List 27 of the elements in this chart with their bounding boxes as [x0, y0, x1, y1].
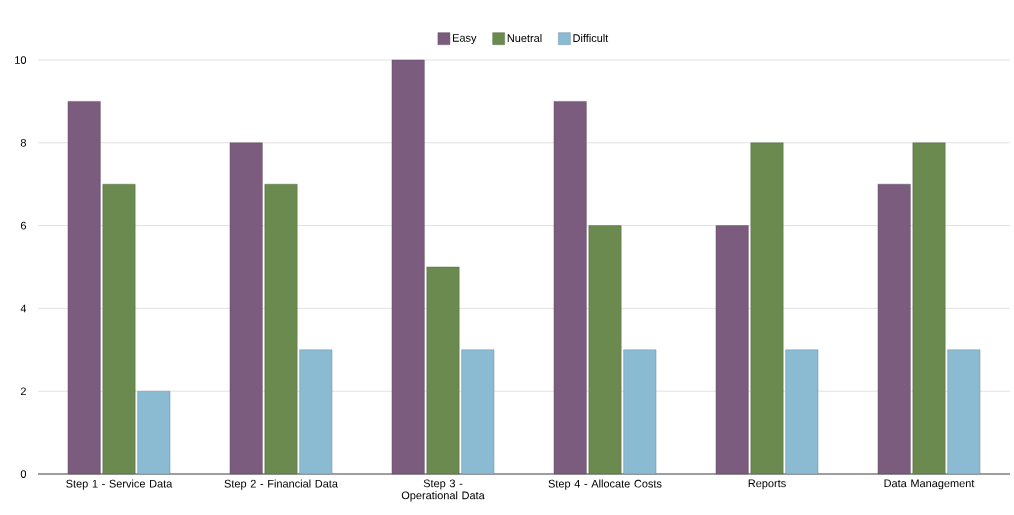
bar	[461, 349, 495, 475]
bar	[588, 225, 622, 475]
x-tick-label: Data Management	[884, 479, 975, 490]
x-tick-label: Reports	[748, 479, 786, 490]
bar	[750, 142, 784, 475]
bar	[426, 266, 460, 475]
y-tick-label: 8	[20, 138, 26, 147]
bar	[947, 349, 981, 475]
x-tick-label: Step 4 - Allocate Costs	[548, 479, 662, 490]
y-tick-label: 2	[20, 387, 26, 396]
x-tick-label: Step 3 - Operational Data	[401, 479, 485, 502]
y-tick-label: 6	[20, 221, 26, 230]
legend-label: Nuetral	[507, 33, 542, 43]
legend-label: Difficult	[573, 33, 609, 43]
bar	[137, 391, 171, 475]
bar	[623, 349, 657, 475]
bar	[102, 184, 136, 475]
x-tick-label: Step 1 - Service Data	[66, 479, 173, 490]
y-tick-label: 0	[20, 470, 27, 478]
bar	[785, 349, 819, 475]
bar	[912, 142, 946, 475]
bar	[299, 349, 333, 475]
x-tick-label: Step 2 - Financial Data	[224, 479, 338, 490]
legend-label: Easy	[453, 34, 477, 44]
y-tick-label: 4	[20, 304, 27, 313]
bar	[264, 184, 298, 475]
y-tick-label: 10	[15, 56, 27, 64]
